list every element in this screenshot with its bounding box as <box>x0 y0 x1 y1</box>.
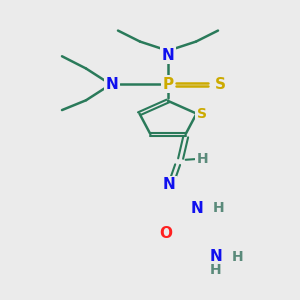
Text: N: N <box>162 47 174 62</box>
Text: N: N <box>190 201 203 216</box>
Text: N: N <box>162 177 175 192</box>
Text: H: H <box>213 201 224 215</box>
Text: N: N <box>106 77 118 92</box>
Text: N: N <box>209 250 222 265</box>
Text: H: H <box>232 250 243 264</box>
Text: S: S <box>214 77 226 92</box>
Text: H: H <box>210 263 221 278</box>
Text: O: O <box>159 226 172 241</box>
Text: H: H <box>197 152 208 166</box>
Text: P: P <box>162 77 174 92</box>
Text: S: S <box>196 106 206 121</box>
